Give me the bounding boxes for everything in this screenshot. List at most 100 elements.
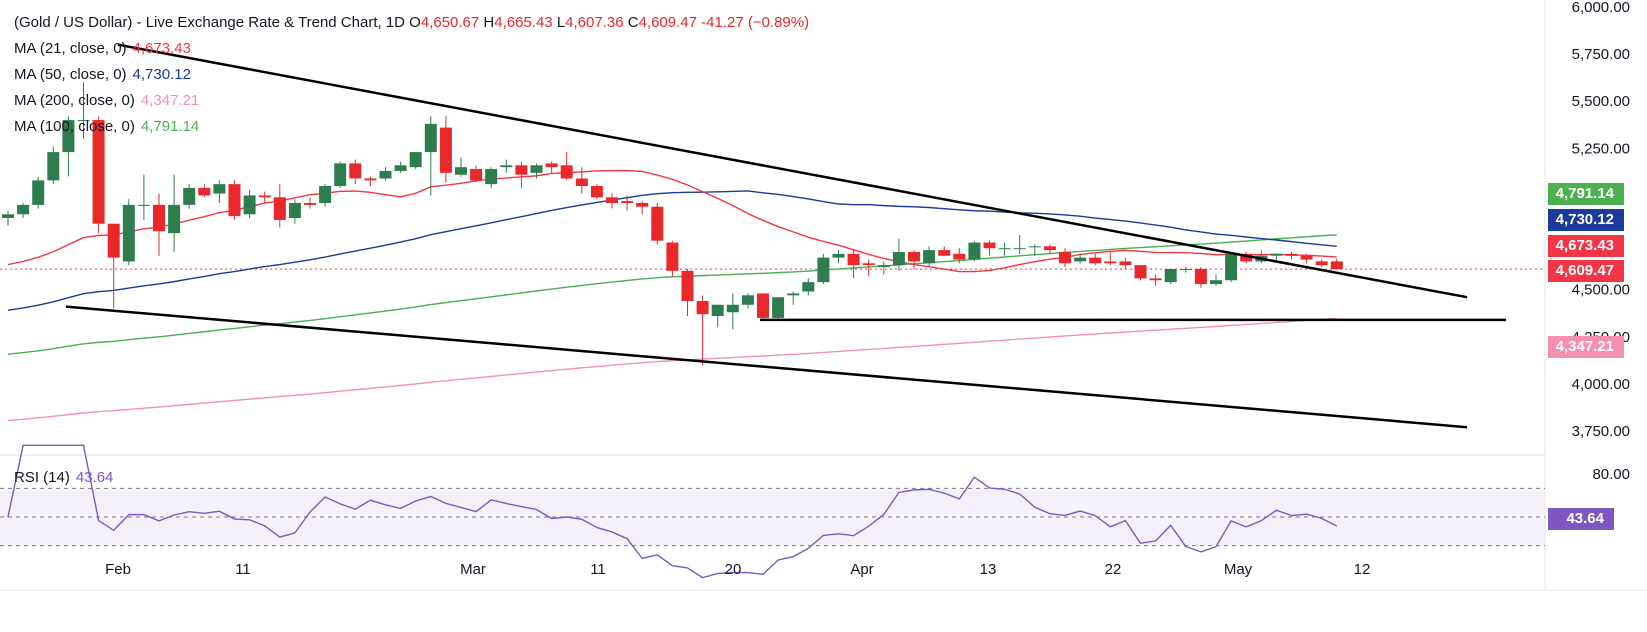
- legend-ma50-value: 4,730.12: [132, 66, 191, 83]
- candle-body: [47, 152, 60, 181]
- ma100-line: [7, 234, 1337, 355]
- legend-ma100-label: MA (100, close, 0): [14, 118, 135, 135]
- legend-ma200[interactable]: MA (200, close, 0) 4,347.21: [14, 92, 199, 109]
- price-tick-label: 4,500.00: [1572, 282, 1630, 299]
- candle-body: [892, 251, 905, 266]
- candle-body: [832, 253, 845, 258]
- time-tick-label: 12: [1354, 561, 1371, 578]
- legend-ma100[interactable]: MA (100, close, 0) 4,791.14: [14, 118, 199, 135]
- candle-body: [515, 165, 528, 175]
- candle-body: [198, 187, 211, 196]
- rsi-value-label: 43.64: [1548, 508, 1614, 530]
- candle-body: [621, 201, 634, 203]
- candle-body: [817, 257, 830, 283]
- candle-body: [258, 195, 271, 198]
- candle-body: [349, 163, 362, 179]
- time-tick-label: May: [1224, 561, 1253, 578]
- candle-body: [862, 263, 875, 266]
- open-label: O: [409, 14, 421, 31]
- candle-body: [364, 178, 377, 181]
- candle-body: [1210, 280, 1222, 285]
- candle-body: [1240, 253, 1253, 262]
- price-label-ma200: 4,347.21: [1548, 336, 1624, 358]
- candle-body: [32, 180, 45, 205]
- candle-body: [787, 293, 800, 296]
- candle-body: [953, 253, 966, 260]
- legend-rsi-value: 43.64: [75, 469, 114, 486]
- price-tick-label: 5,250.00: [1572, 140, 1630, 157]
- time-tick-label: 22: [1105, 561, 1122, 578]
- candle-body: [1043, 246, 1056, 251]
- candle-body: [681, 270, 694, 301]
- candle-body: [228, 184, 241, 217]
- price-tick-label: 4,000.00: [1572, 376, 1630, 393]
- candle-body: [485, 169, 498, 185]
- price-label-ma100: 4,791.14: [1548, 183, 1624, 205]
- legend-ma100-value: 4,791.14: [140, 118, 200, 135]
- candle-body: [802, 282, 815, 292]
- price-label-ma50: 4,730.12: [1548, 209, 1624, 231]
- time-tick-label: Feb: [105, 561, 131, 578]
- time-tick-label: Mar: [460, 561, 486, 578]
- candle-body: [908, 251, 920, 262]
- candle-body: [636, 202, 649, 207]
- candle-body: [923, 250, 936, 264]
- low-label: L: [556, 14, 566, 31]
- legend-ma50[interactable]: MA (50, close, 0) 4,730.12: [14, 66, 191, 83]
- price-tick-label: 5,750.00: [1572, 46, 1630, 63]
- high-label: H: [483, 14, 495, 31]
- rsi-axis-tick: 80.00: [1592, 466, 1630, 483]
- close-value: 4,609.47: [638, 14, 697, 31]
- time-tick-label: 11: [590, 561, 606, 578]
- legend-ma200-label: MA (200, close, 0): [14, 92, 135, 109]
- candle-body: [590, 186, 603, 198]
- candle-body: [1225, 253, 1238, 281]
- candle-body: [877, 265, 890, 268]
- candle-body: [213, 184, 226, 194]
- candle-body: [983, 242, 996, 249]
- upper-trendline: [117, 43, 1468, 299]
- candle-body: [726, 304, 739, 313]
- candle-body: [1315, 261, 1328, 266]
- ma200-line: [7, 317, 1337, 422]
- legend-ma21[interactable]: MA (21, close, 0) 4,673.43: [14, 40, 191, 57]
- candle-body: [1013, 248, 1026, 250]
- candle-body: [968, 242, 981, 260]
- candle-body: [1089, 257, 1102, 264]
- time-tick-label: 20: [725, 561, 742, 578]
- price-tick-label: 6,000.00: [1572, 0, 1630, 16]
- candle-body: [17, 204, 30, 215]
- candle-body: [137, 204, 150, 206]
- price-tick-label: 3,750.00: [1572, 423, 1630, 440]
- legend-ma200-value: 4,347.21: [140, 92, 200, 109]
- candle-body: [606, 197, 618, 203]
- candle-body: [288, 202, 301, 219]
- ma50-line: [7, 190, 1337, 312]
- candle-body: [319, 186, 332, 203]
- candle-body: [304, 202, 316, 205]
- candle-body: [2, 214, 14, 219]
- candle-body: [1028, 246, 1041, 248]
- lower-trendline: [65, 305, 1468, 429]
- legend-ma21-value: 4,673.43: [132, 40, 191, 57]
- candle-body: [1119, 261, 1132, 266]
- high-value: 4,665.43: [494, 14, 553, 31]
- candle-body: [666, 242, 679, 271]
- legend-rsi[interactable]: RSI (14) 43.64: [14, 469, 113, 486]
- candle-body: [1330, 261, 1343, 270]
- candle-body: [757, 293, 769, 318]
- price-label-last: 4,609.47: [1548, 260, 1624, 282]
- open-value: 4,650.67: [420, 14, 480, 31]
- candle-body: [696, 300, 709, 315]
- candle-body: [243, 195, 256, 215]
- candle-body: [183, 187, 196, 205]
- candle-body: [1179, 268, 1192, 270]
- candle-body: [1104, 261, 1117, 264]
- candle-body: [273, 197, 286, 220]
- price-tick-label: 5,500.00: [1572, 93, 1630, 110]
- chart-title-line: (Gold / US Dollar) - Live Exchange Rate …: [14, 14, 809, 31]
- legend-rsi-label: RSI (14): [14, 469, 70, 486]
- legend-ma50-label: MA (50, close, 0): [14, 66, 127, 83]
